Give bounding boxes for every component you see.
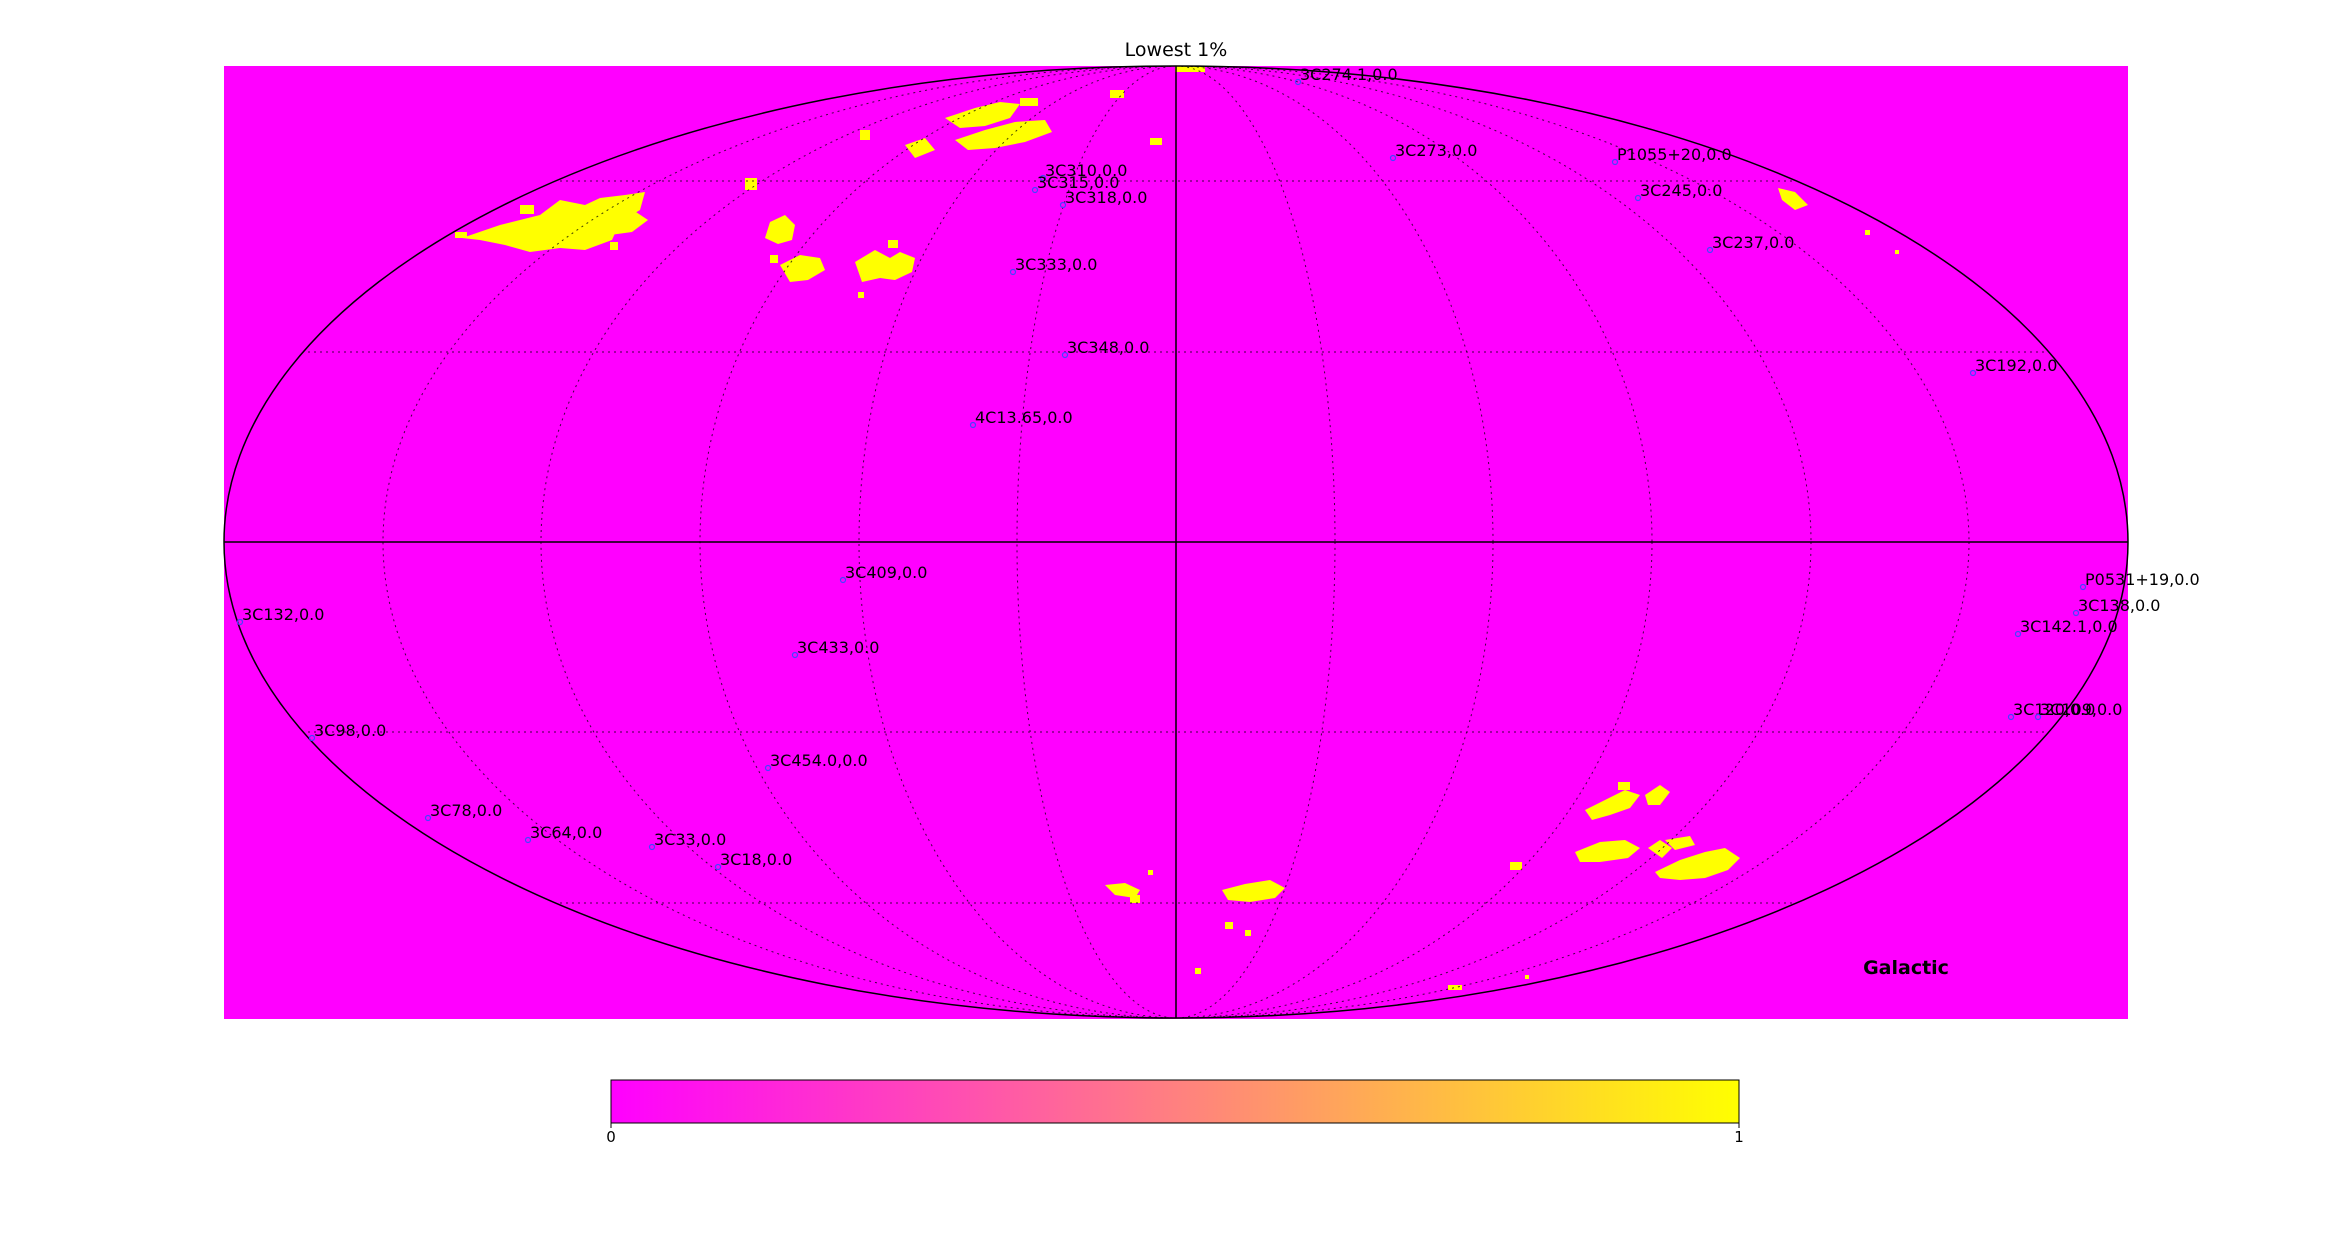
source-marker	[1389, 154, 1397, 162]
colorbar-min-label: 0	[606, 1128, 616, 1146]
source-marker	[1061, 351, 1069, 359]
chart-title: Lowest 1%	[1125, 39, 1228, 61]
source-marker	[839, 576, 847, 584]
source-marker	[1969, 369, 1977, 377]
source-marker	[2072, 609, 2080, 617]
source-label: 3C454.0,0.0	[770, 751, 868, 770]
source-label: 3C333,0.0	[1015, 255, 1097, 274]
source-marker	[1031, 186, 1039, 194]
colorbar: 0 1	[606, 1079, 1744, 1146]
source-label: 3C142.1,0.0	[2020, 617, 2118, 636]
source-marker	[524, 836, 532, 844]
source-marker	[1706, 246, 1714, 254]
source-label: P0531+19,0.0	[2085, 570, 2200, 589]
source-markers: 3C274.1,0.0 3C273,0.0 P1055+20,0.0 3C245,0.…	[236, 65, 2200, 871]
source-marker	[1059, 201, 1067, 209]
source-label: P1055+20,0.0	[1617, 145, 1732, 164]
source-label: 3C192,0.0	[1975, 356, 2057, 375]
source-label: 3C237,0.0	[1712, 233, 1794, 252]
source-marker	[1039, 174, 1047, 182]
source-marker	[424, 814, 432, 822]
map-outline	[223, 65, 2129, 1019]
source-label: 3C348,0.0	[1067, 338, 1149, 357]
source-label: 3C138,0.0	[2078, 596, 2160, 615]
colorbar-gradient	[610, 1079, 1740, 1124]
source-marker	[969, 421, 977, 429]
source-label: 3C273,0.0	[1395, 141, 1477, 160]
source-marker	[2014, 630, 2022, 638]
source-label: 3C245,0.0	[1640, 181, 1722, 200]
colorbar-max-label: 1	[1734, 1128, 1744, 1146]
source-marker	[764, 764, 772, 772]
source-label: 3C18,0.0	[720, 850, 792, 869]
source-marker	[1294, 78, 1302, 86]
source-marker	[1634, 194, 1642, 202]
source-marker	[1009, 268, 1017, 276]
source-label: 3C109,0.0	[2040, 700, 2122, 719]
coordinate-frame-label: Galactic	[1863, 957, 1949, 979]
source-marker	[1611, 158, 1619, 166]
source-label: 3C120,0.0	[2013, 700, 2095, 719]
source-marker	[791, 651, 799, 659]
source-label: 3C315,0.0	[1037, 173, 1119, 192]
source-label: 3C78,0.0	[430, 801, 502, 820]
source-label: 3C98,0.0	[314, 721, 386, 740]
source-marker	[2007, 713, 2015, 721]
source-label: 3C409,0.0	[845, 563, 927, 582]
source-label: 3C318,0.0	[1065, 188, 1147, 207]
source-marker	[648, 843, 656, 851]
source-label: 3C33,0.0	[654, 830, 726, 849]
source-marker	[714, 863, 722, 871]
source-marker	[308, 734, 316, 742]
source-marker	[2079, 583, 2087, 591]
source-marker	[236, 618, 244, 626]
source-label: 3C132,0.0	[242, 605, 324, 624]
source-label: 3C433,0.0	[797, 638, 879, 657]
source-marker	[2034, 713, 2042, 721]
source-label: 3C310,0.0	[1045, 161, 1127, 180]
source-label: 3C274.1,0.0	[1300, 65, 1398, 84]
source-label: 4C13.65,0.0	[975, 408, 1073, 427]
source-label: 3C64,0.0	[530, 823, 602, 842]
